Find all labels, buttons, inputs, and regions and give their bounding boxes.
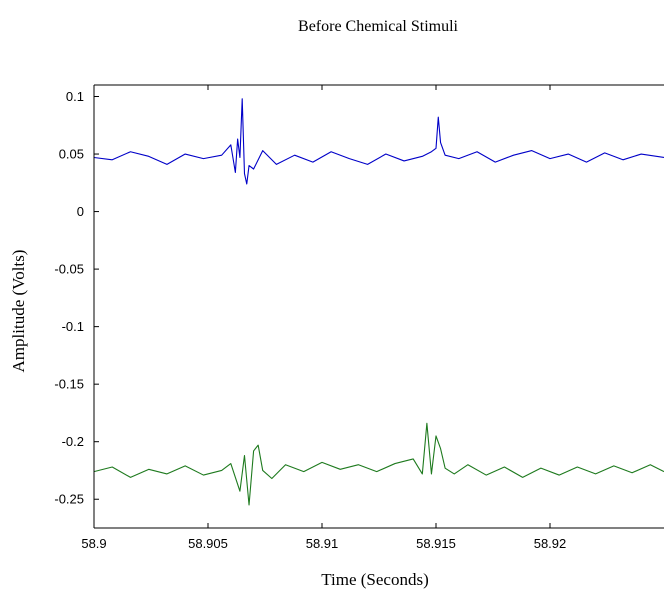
y-ticks: 0.1 0.05 0 -0.05 -0.1 -0.15 -0.2 -0.25 [54, 89, 99, 507]
chart-title: Before Chemical Stimuli [298, 18, 459, 35]
data-layer [93, 98, 664, 506]
plot-area [94, 85, 664, 528]
y-tick-label: 0 [77, 204, 84, 219]
series-line-1 [93, 98, 664, 185]
y-tick-label: -0.15 [54, 377, 84, 392]
y-tick-label: 0.1 [66, 89, 84, 104]
x-ticks: 58.9 58.905 58.91 58.915 58.92 [81, 85, 566, 551]
x-tick-label: 58.905 [188, 536, 228, 551]
y-axis-label: Amplitude (Volts) [9, 250, 28, 373]
x-tick-label: 58.9 [81, 536, 106, 551]
x-tick-label: 58.91 [306, 536, 339, 551]
y-tick-label: -0.05 [54, 262, 84, 277]
series-line-2 [93, 422, 664, 506]
x-tick-label: 58.915 [416, 536, 456, 551]
y-tick-label: -0.25 [54, 492, 84, 507]
y-tick-label: 0.05 [59, 147, 84, 162]
x-tick-label: 58.92 [534, 536, 567, 551]
y-tick-label: -0.2 [62, 434, 84, 449]
y-tick-label: -0.1 [62, 319, 84, 334]
x-axis-label: Time (Seconds) [321, 570, 429, 589]
